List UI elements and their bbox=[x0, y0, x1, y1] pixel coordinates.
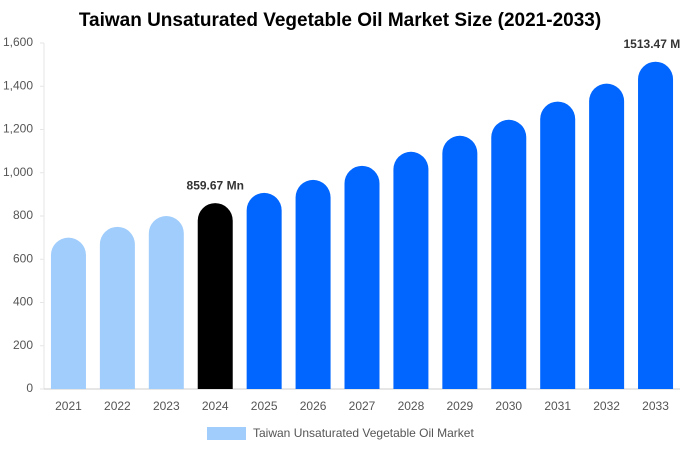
legend-swatch bbox=[207, 427, 246, 440]
value-label: 1513.47 Mn bbox=[624, 37, 680, 51]
y-tick-label: 200 bbox=[13, 338, 33, 352]
value-label: 859.67 Mn bbox=[187, 178, 244, 192]
x-tick-label: 2030 bbox=[495, 399, 522, 413]
bar bbox=[589, 83, 625, 389]
y-tick-label: 1,200 bbox=[3, 122, 33, 136]
x-tick-label: 2023 bbox=[153, 399, 180, 413]
y-tick-label: 400 bbox=[13, 295, 33, 309]
x-tick-label: 2027 bbox=[349, 399, 376, 413]
y-tick-label: 800 bbox=[13, 208, 33, 222]
y-tick-label: 1,600 bbox=[3, 35, 33, 49]
y-tick-label: 600 bbox=[13, 251, 33, 265]
bar bbox=[393, 151, 429, 389]
bar bbox=[246, 192, 282, 389]
bar bbox=[50, 237, 86, 389]
chart-title: Taiwan Unsaturated Vegetable Oil Market … bbox=[79, 10, 601, 31]
x-tick-label: 2029 bbox=[446, 399, 473, 413]
x-tick-label: 2026 bbox=[300, 399, 327, 413]
bar bbox=[491, 119, 527, 390]
y-tick-label: 0 bbox=[26, 381, 33, 395]
bar bbox=[99, 226, 135, 389]
bar bbox=[344, 165, 380, 389]
x-tick-label: 2031 bbox=[544, 399, 571, 413]
bar bbox=[638, 61, 674, 390]
y-tick-label: 1,000 bbox=[3, 165, 33, 179]
x-tick-label: 2033 bbox=[642, 399, 669, 413]
x-tick-label: 2032 bbox=[593, 399, 620, 413]
x-tick-label: 2022 bbox=[104, 399, 131, 413]
bar bbox=[148, 216, 184, 389]
legend-label: Taiwan Unsaturated Vegetable Oil Market bbox=[253, 426, 474, 440]
bar bbox=[197, 203, 233, 389]
y-tick-label: 1,400 bbox=[3, 78, 33, 92]
bar bbox=[295, 179, 331, 389]
bar bbox=[540, 101, 576, 389]
x-tick-label: 2028 bbox=[398, 399, 425, 413]
x-tick-label: 2021 bbox=[55, 399, 82, 413]
x-tick-label: 2024 bbox=[202, 399, 229, 413]
bar bbox=[442, 135, 478, 389]
x-tick-label: 2025 bbox=[251, 399, 278, 413]
